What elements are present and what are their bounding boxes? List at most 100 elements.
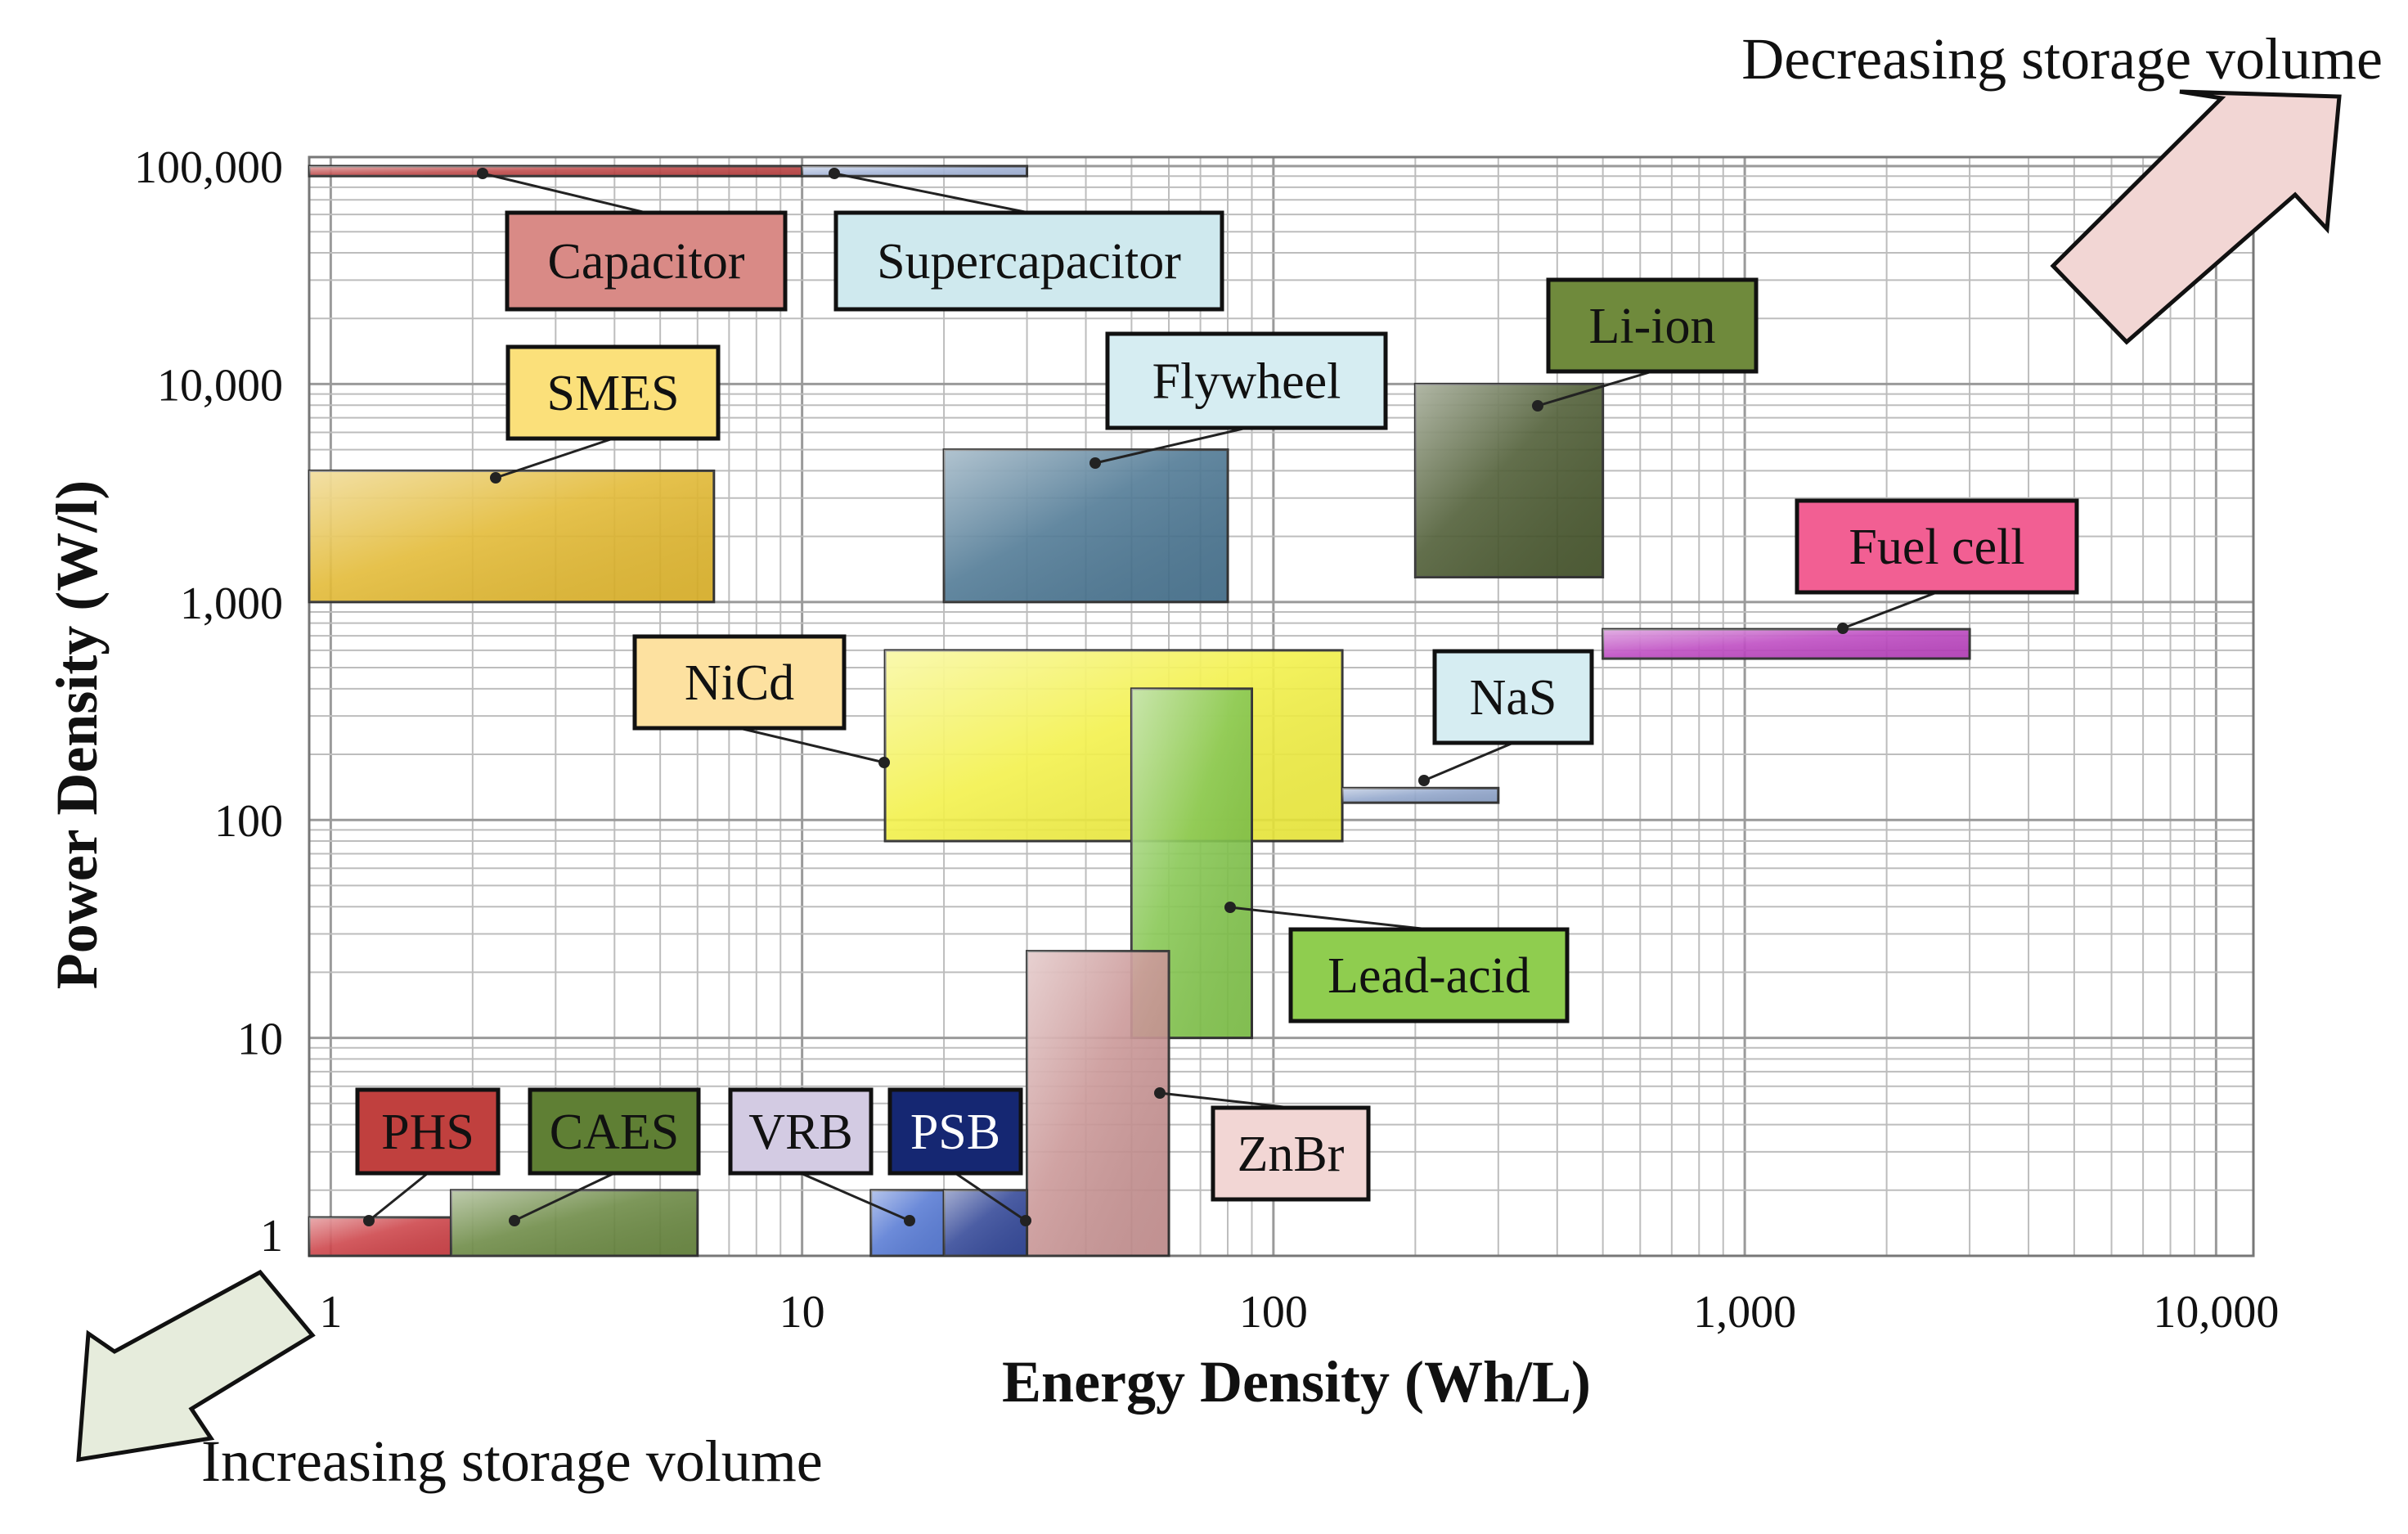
psb-leader-tip: [1020, 1215, 1031, 1226]
caes-leader-line: [514, 1172, 615, 1222]
flywheel-label: Flywheel: [1152, 354, 1341, 410]
psb-region: [942, 1189, 1029, 1257]
li-ion-leader-tip: [1532, 400, 1543, 412]
nas-leader-line: [1423, 741, 1514, 782]
li-ion-region: [1413, 382, 1605, 578]
li-ion-label-group: Li-ion: [1532, 277, 1759, 412]
y-tick-label: 100: [214, 796, 283, 847]
smes-leader-line: [495, 437, 613, 479]
flywheel-label-group: Flywheel: [1089, 331, 1388, 469]
nas-leader-tip: [1418, 775, 1430, 786]
decreasing-volume-annotation: Decreasing storage volume: [1741, 26, 2383, 345]
nicd-box-shine: [885, 650, 1343, 842]
psb-label-group: PSB: [887, 1087, 1031, 1226]
technology-boxes: [308, 164, 1971, 1257]
nas-label: NaS: [1470, 670, 1557, 726]
decreasing-volume-arrow: [2050, 89, 2342, 345]
znbr-leader-line: [1159, 1091, 1292, 1109]
phs-leader-line: [368, 1172, 429, 1222]
capacitor-label-box: [505, 210, 788, 312]
supercapacitor-leader-tip: [829, 168, 840, 179]
y-tick-label: 100,000: [134, 142, 283, 193]
smes-box-shine: [309, 470, 714, 602]
fuel-cell-label: Fuel cell: [1849, 520, 2024, 575]
psb-label: PSB: [910, 1104, 1000, 1160]
phs-box-shine: [309, 1217, 452, 1256]
nicd-label: NiCd: [685, 655, 794, 711]
x-tick-label: 1: [319, 1287, 342, 1338]
nicd-leader-tip: [878, 757, 890, 768]
flywheel-label-box: [1105, 331, 1388, 430]
znbr-box-shine: [1027, 951, 1170, 1256]
li-ion-label: Li-ion: [1589, 299, 1716, 354]
vrb-leader-line: [800, 1172, 910, 1222]
phs-label: PHS: [381, 1104, 474, 1160]
fuel-cell-label-box: [1795, 498, 2079, 595]
znbr-label-group: ZnBr: [1154, 1087, 1371, 1202]
caes-label-group: CAES: [509, 1087, 701, 1226]
li-ion-box-shine: [1415, 384, 1603, 578]
fuel-cell-region: [1602, 628, 1971, 660]
caes-label: CAES: [550, 1104, 679, 1160]
x-tick-label: 100: [1239, 1287, 1308, 1338]
phs-label-box: [355, 1087, 501, 1176]
capacitor-label-group: Capacitor: [477, 168, 788, 312]
smes-label: SMES: [547, 366, 680, 421]
capacitor-box-shine: [309, 166, 802, 177]
supercapacitor-label-box: [833, 210, 1224, 312]
phs-label-group: PHS: [355, 1087, 501, 1226]
capacitor-label: Capacitor: [547, 234, 744, 290]
caes-leader-tip: [509, 1215, 520, 1226]
znbr-label: ZnBr: [1238, 1127, 1345, 1182]
nas-region: [1341, 786, 1500, 804]
y-tick-label: 10: [237, 1014, 283, 1065]
psb-label-box: [887, 1087, 1023, 1176]
capacitor-leader-line: [482, 172, 647, 214]
smes-label-box: [505, 344, 721, 441]
nicd-region: [883, 649, 1344, 843]
lead-acid-label: Lead-acid: [1328, 948, 1530, 1004]
vrb-label-box: [728, 1087, 874, 1176]
capacitor-leader-tip: [477, 168, 488, 179]
flywheel-box-shine: [944, 449, 1229, 602]
nas-label-group: NaS: [1418, 649, 1594, 786]
caes-label-box: [528, 1087, 701, 1176]
increasing-volume-text: Increasing storage volume: [201, 1428, 823, 1494]
supercapacitor-region: [801, 164, 1029, 178]
lead-acid-leader-line: [1229, 906, 1430, 931]
psb-box-shine: [944, 1190, 1027, 1256]
supercapacitor-box-shine: [802, 166, 1027, 177]
supercapacitor-leader-line: [833, 172, 1030, 214]
nicd-label-box: [632, 634, 847, 731]
plot-frame: [308, 155, 2255, 1257]
fuel-cell-leader-tip: [1837, 623, 1849, 634]
flywheel-leader-line: [1094, 426, 1247, 465]
increasing-volume-annotation: Increasing storage volume: [76, 1269, 823, 1494]
znbr-region: [1026, 950, 1170, 1257]
vrb-label-group: VRB: [728, 1087, 915, 1226]
phs-leader-tip: [363, 1215, 375, 1226]
nicd-leader-line: [739, 727, 885, 764]
y-tick-label: 1,000: [180, 578, 283, 629]
smes-label-group: SMES: [490, 344, 721, 484]
nas-box-shine: [1342, 788, 1498, 803]
axes: 1 10 100 1,000 10,000 1 10 100 1,000 10,000 100,00…: [44, 142, 2279, 1415]
x-tick-label: 1,000: [1693, 1287, 1796, 1338]
annotations: Decreasing storage volume Increasing stor…: [76, 26, 2383, 1494]
lead-acid-label-box: [1288, 927, 1570, 1023]
smes-leader-tip: [490, 472, 501, 484]
supercapacitor-label: Supercapacitor: [877, 234, 1181, 290]
x-axis-title: Energy Density (Wh/L): [1002, 1349, 1591, 1415]
li-ion-label-box: [1546, 277, 1759, 374]
caes-region: [449, 1189, 699, 1257]
li-ion-leader-line: [1537, 370, 1653, 407]
vrb-label: VRB: [748, 1104, 852, 1160]
nicd-label-group: NiCd: [632, 634, 890, 768]
increasing-volume-arrow: [76, 1269, 316, 1462]
technology-labels: Capacitor Supercapacitor SMES Flywheel Li-io…: [355, 168, 2079, 1226]
decreasing-volume-text: Decreasing storage volume: [1741, 26, 2383, 92]
flywheel-leader-tip: [1089, 457, 1101, 469]
lead-acid-label-group: Lead-acid: [1224, 902, 1570, 1023]
y-tick-label: 1: [260, 1211, 283, 1262]
